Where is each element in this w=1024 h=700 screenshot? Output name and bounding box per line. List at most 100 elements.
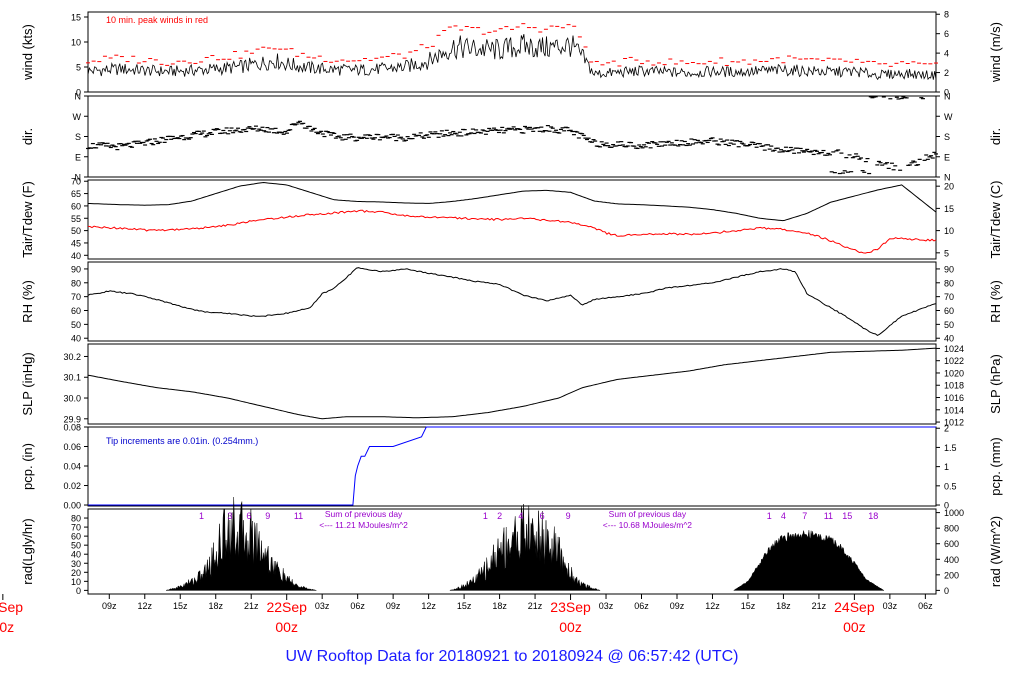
humidity-panel-frame bbox=[87, 261, 937, 342]
radiation-hour-label: 9 bbox=[566, 511, 571, 521]
radiation-panel-ytick-right-label: 800 bbox=[944, 524, 959, 534]
radiation-panel-ytick-right-label: 400 bbox=[944, 555, 959, 565]
radiation-hour-label: 3 bbox=[227, 511, 232, 521]
temperature-panel-ytick-label: 45 bbox=[71, 238, 81, 248]
radiation-sum-label: Sum of previous day bbox=[325, 509, 403, 519]
radiation-panel-ytick-right-label: 600 bbox=[944, 539, 959, 549]
wind-peak-marks bbox=[86, 23, 938, 67]
day-label-date: 21Sep bbox=[0, 599, 23, 615]
time-tick-label: 06z bbox=[350, 601, 365, 611]
temperature-panel-ytick-right-label: 10 bbox=[944, 226, 954, 236]
direction-panel-ytick-right-label: N bbox=[944, 92, 951, 102]
radiation-hour-label: 11 bbox=[294, 511, 303, 521]
humidity-panel-ytick-right-label: 90 bbox=[944, 264, 954, 274]
radiation-panel-ytick-label: 20 bbox=[71, 568, 81, 578]
wind-panel-ytick-right-label: 4 bbox=[944, 49, 949, 59]
radiation-panel-ytick-label: 40 bbox=[71, 550, 81, 560]
wind-panel-ytick-label: 5 bbox=[76, 63, 81, 73]
precip-panel-ylabel: pcp. (in) bbox=[20, 443, 35, 490]
radiation-panel-ylabel: rad(Lgly/hr) bbox=[20, 518, 35, 584]
pressure-panel-ytick-right-label: 1022 bbox=[944, 356, 964, 366]
time-tick-label: 09z bbox=[102, 601, 117, 611]
radiation-panel-ylabel-right: rad (W/m^2) bbox=[988, 516, 1003, 587]
time-tick-label: 15z bbox=[741, 601, 756, 611]
radiation-panel-ytick-label: 10 bbox=[71, 577, 81, 587]
radiation-panel-ytick-label: 30 bbox=[71, 559, 81, 569]
humidity-panel-ytick-right-label: 80 bbox=[944, 278, 954, 288]
temperature-panel-ytick-label: 55 bbox=[71, 214, 81, 224]
humidity-panel-ytick-label: 40 bbox=[71, 334, 81, 344]
humidity-panel-ytick-label: 90 bbox=[71, 264, 81, 274]
day-label-time: 00z bbox=[559, 619, 582, 635]
temperature-panel-ytick-label: 65 bbox=[71, 189, 81, 199]
pressure-panel-ytick-label: 30.2 bbox=[63, 352, 81, 362]
radiation-panel-ytick-label: 60 bbox=[71, 532, 81, 542]
pressure-panel-ylabel: SLP (inHg) bbox=[20, 352, 35, 415]
radiation-hour-label: 11 bbox=[824, 511, 833, 521]
day-label-time: 00z bbox=[275, 619, 298, 635]
radiation-panel-ytick-right-label: 0 bbox=[944, 586, 949, 596]
time-tick-label: 03z bbox=[315, 601, 330, 611]
humidity-panel-ytick-right-label: 60 bbox=[944, 306, 954, 316]
time-tick-label: 21z bbox=[244, 601, 259, 611]
time-tick-label: 03z bbox=[599, 601, 614, 611]
humidity-panel-ytick-label: 50 bbox=[71, 320, 81, 330]
direction-panel-ylabel-right: dir. bbox=[988, 128, 1003, 145]
radiation-hour-label: 9 bbox=[265, 511, 270, 521]
radiation-panel-ytick-label: 0 bbox=[76, 586, 81, 596]
pressure-panel-ytick-label: 29.9 bbox=[63, 414, 81, 424]
direction-panel-ylabel: dir. bbox=[20, 128, 35, 145]
rh-line bbox=[87, 267, 937, 336]
time-tick-label: 18z bbox=[776, 601, 791, 611]
humidity-panel-ylabel: RH (%) bbox=[20, 280, 35, 323]
pressure-panel-ytick-label: 30.1 bbox=[63, 373, 81, 383]
wind-panel-ytick-right-label: 2 bbox=[944, 68, 949, 78]
chart-title: UW Rooftop Data for 20180921 to 20180924… bbox=[285, 648, 739, 665]
temperature-panel-ylabel-right: Tair/Tdew (C) bbox=[988, 180, 1003, 258]
slp-line bbox=[87, 347, 937, 420]
humidity-panel-ytick-label: 60 bbox=[71, 306, 81, 316]
time-tick-label: 09z bbox=[670, 601, 685, 611]
radiation-hour-label: 15 bbox=[842, 511, 852, 521]
precip-panel-ytick-right-label: 0 bbox=[944, 501, 949, 511]
radiation-hour-label: 2 bbox=[497, 511, 502, 521]
direction-panel-ytick-right-label: W bbox=[944, 112, 953, 122]
humidity-panel-ytick-label: 70 bbox=[71, 292, 81, 302]
time-tick-label: 15z bbox=[457, 601, 472, 611]
pressure-panel-ytick-right-label: 1016 bbox=[944, 393, 964, 403]
pressure-panel-ytick-right-label: 1014 bbox=[944, 405, 964, 415]
day-label-date: 24Sep bbox=[834, 599, 875, 615]
time-tick-label: 12z bbox=[421, 601, 436, 611]
wind-panel-ytick-right-label: 8 bbox=[944, 10, 949, 20]
radiation-panel-frame bbox=[87, 508, 937, 595]
direction-panel-ytick-label: N bbox=[75, 92, 82, 102]
time-tick-label: 21z bbox=[812, 601, 827, 611]
pressure-panel-frame bbox=[87, 343, 937, 425]
radiation-hour-label: 18 bbox=[868, 511, 878, 521]
direction-panel-ytick-right-label: E bbox=[944, 152, 950, 162]
precip-panel-ytick-label: 0.08 bbox=[63, 423, 81, 433]
humidity-panel-ytick-right-label: 40 bbox=[944, 334, 954, 344]
tair-line bbox=[88, 181, 937, 222]
time-tick-label: 21z bbox=[528, 601, 543, 611]
time-tick-label: 06z bbox=[918, 601, 933, 611]
temperature-panel-ytick-label: 60 bbox=[71, 201, 81, 211]
pressure-panel-ytick-label: 30.0 bbox=[63, 394, 81, 404]
radiation-hour-label: 6 bbox=[246, 511, 251, 521]
radiation-hour-label: 1 bbox=[767, 511, 772, 521]
precip-panel-ytick-label: 0.00 bbox=[63, 501, 81, 511]
day-label-date: 23Sep bbox=[550, 599, 591, 615]
humidity-panel-ylabel-right: RH (%) bbox=[988, 280, 1003, 323]
precip-panel-ytick-right-label: 2 bbox=[944, 424, 949, 434]
direction-points bbox=[86, 96, 938, 175]
day-label-time: 00z bbox=[843, 619, 866, 635]
time-tick-label: 15z bbox=[173, 601, 188, 611]
wind-speed-line bbox=[87, 33, 937, 81]
precip-panel-ytick-label: 0.06 bbox=[63, 442, 81, 452]
radiation-panel-ytick-right-label: 200 bbox=[944, 570, 959, 580]
radiation-panel-ytick-right-label: 1000 bbox=[944, 508, 964, 518]
radiation-area-day-3 bbox=[733, 530, 885, 591]
radiation-panel-ytick-label: 80 bbox=[71, 514, 81, 524]
radiation-hour-label: 6 bbox=[540, 511, 545, 521]
